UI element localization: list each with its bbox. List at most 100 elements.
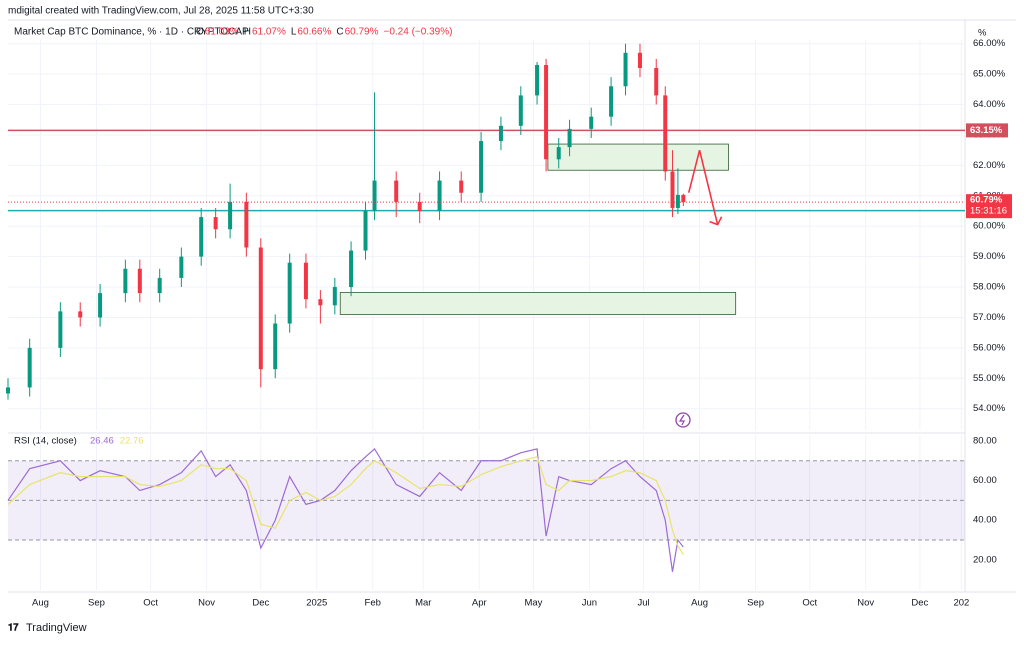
rsi-legend-value: 26.46 xyxy=(90,436,114,447)
candle-body xyxy=(244,201,249,248)
x-tick-label: Dec xyxy=(252,598,269,609)
x-tick-label: Mar xyxy=(415,598,431,609)
x-tick-label: Sep xyxy=(88,598,105,609)
candle-body xyxy=(663,95,668,172)
candle-body xyxy=(273,323,278,370)
rsi-tick-label: 80.00 xyxy=(973,435,997,446)
candle-body xyxy=(518,95,523,126)
ohlc-value: 61.03% xyxy=(205,27,239,38)
y-tick-label: 59.00% xyxy=(973,251,1006,262)
zone xyxy=(339,292,737,315)
candle-body xyxy=(6,387,10,394)
rsi-title: RSI (14, close) xyxy=(14,436,77,447)
alert-icon-bolt xyxy=(678,414,685,426)
countdown: 15:31:16 xyxy=(970,206,1007,217)
candle-body xyxy=(675,194,680,208)
y-tick-label: 62.00% xyxy=(973,160,1006,171)
y-tick-label: 65.00% xyxy=(973,69,1006,80)
rsi-line xyxy=(7,456,684,555)
x-tick-label: 2025 xyxy=(306,598,327,609)
y-tick-label: 57.00% xyxy=(973,312,1006,323)
arrow xyxy=(687,149,719,225)
y-tick-label: 54.00% xyxy=(973,403,1006,414)
candle-body xyxy=(535,64,540,96)
price-tag xyxy=(966,194,1012,219)
candle-body xyxy=(78,311,83,318)
price-tag xyxy=(966,123,1008,138)
candle-body xyxy=(681,194,686,203)
x-tick-label: Oct xyxy=(802,598,817,609)
candle-body xyxy=(213,217,218,230)
candle-body xyxy=(372,180,377,211)
candle-body xyxy=(179,256,184,278)
symbol-title: Market Cap BTC Dominance, % · 1D · CRYPT… xyxy=(14,27,249,38)
x-tick-label: May xyxy=(524,598,542,609)
candle-body xyxy=(157,277,162,294)
x-tick-label: Jul xyxy=(638,598,650,609)
x-tick-label: Dec xyxy=(911,598,928,609)
x-tick-label: Sep xyxy=(747,598,764,609)
x-tick-label: Nov xyxy=(198,598,215,609)
candle-body xyxy=(98,293,103,318)
candle-body xyxy=(459,180,464,193)
x-tick-label: Oct xyxy=(143,598,158,609)
candle-body xyxy=(556,147,561,160)
x-tick-label: Jun xyxy=(582,598,597,609)
candle-body xyxy=(27,347,32,388)
candle-body xyxy=(228,201,233,230)
logo: TradingView xyxy=(26,622,87,634)
rsi-tick-label: 60.00 xyxy=(973,475,997,486)
x-tick-label: Feb xyxy=(365,598,381,609)
candle-body xyxy=(623,52,628,87)
ohlc-value: 60.79% xyxy=(345,27,379,38)
rsi-line xyxy=(7,447,684,572)
y-tick-label: 56.00% xyxy=(973,342,1006,353)
candle-body xyxy=(363,210,368,251)
y-tick-label: 66.00% xyxy=(973,38,1006,49)
change: −0.24 (−0.39%) xyxy=(384,27,453,38)
candle-body xyxy=(637,52,642,69)
candle-body xyxy=(318,299,323,306)
candle-body xyxy=(479,141,484,193)
x-tick-label: Aug xyxy=(32,598,49,609)
candle-body xyxy=(567,128,572,148)
rsi-legend-value: 22.76 xyxy=(120,436,144,447)
ohlc-key: L xyxy=(291,27,297,38)
candle-body xyxy=(332,287,337,306)
candle-body xyxy=(589,116,594,129)
candle-body xyxy=(303,262,308,300)
ohlc-key: O xyxy=(196,27,204,38)
x-tick-label: Aug xyxy=(691,598,708,609)
ohlc-key: C xyxy=(336,27,343,38)
unit-label: % xyxy=(978,28,987,39)
y-tick-label: 64.00% xyxy=(973,99,1006,110)
logo-mark: 𝟏𝟕 xyxy=(8,623,19,634)
alert-icon[interactable] xyxy=(675,412,691,428)
candle-body xyxy=(58,311,63,348)
y-tick-label: 60.00% xyxy=(973,221,1006,232)
candle-body xyxy=(437,180,442,211)
last-price-label: 60.79% xyxy=(970,195,1003,206)
candle-body xyxy=(123,268,128,294)
candle-body xyxy=(544,64,549,160)
candle-body xyxy=(287,262,292,324)
candle-body xyxy=(349,250,354,288)
rsi-tick-label: 40.00 xyxy=(973,515,997,526)
candle-body xyxy=(654,68,659,96)
candle-body xyxy=(394,180,399,202)
credit: mdigital created with TradingView.com, J… xyxy=(8,6,314,17)
candle-body xyxy=(199,217,204,257)
candle-body xyxy=(609,86,614,117)
x-tick-label: 202 xyxy=(953,598,969,609)
candle-body xyxy=(670,171,675,208)
ohlc-value: 61.07% xyxy=(252,27,286,38)
y-tick-label: 55.00% xyxy=(973,373,1006,384)
x-tick-label: Nov xyxy=(857,598,874,609)
candle-body xyxy=(498,125,503,142)
arrow-head xyxy=(709,216,723,226)
y-tick-label: 58.00% xyxy=(973,282,1006,293)
candle-body xyxy=(258,247,263,370)
candle-body xyxy=(417,201,422,211)
